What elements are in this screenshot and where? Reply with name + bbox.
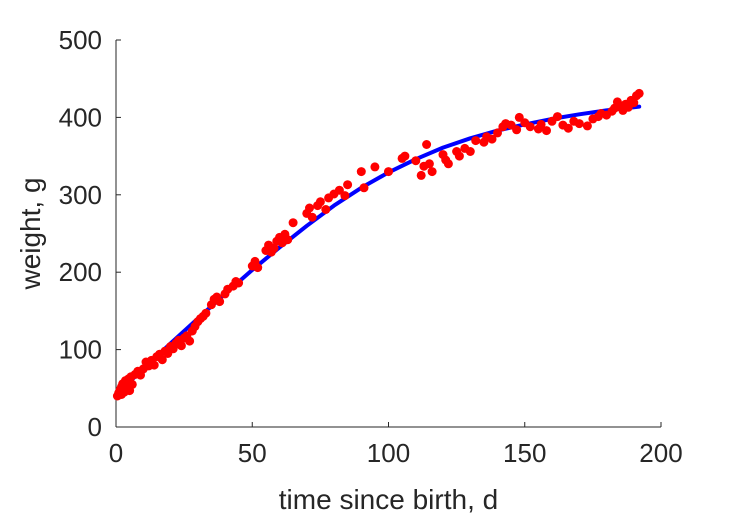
y-tick-label: 100: [59, 335, 102, 365]
data-point: [493, 128, 502, 138]
data-point: [443, 159, 453, 169]
data-point: [149, 360, 159, 370]
data-point: [127, 379, 137, 389]
data-point: [422, 140, 432, 149]
data-point: [321, 205, 331, 214]
data-point: [215, 297, 225, 307]
data-point: [253, 263, 263, 273]
data-point: [356, 167, 366, 177]
data-point: [400, 151, 410, 161]
data-point: [269, 243, 279, 253]
data-point: [157, 355, 167, 365]
x-axis-title: time since birth, d: [279, 484, 498, 515]
data-point: [514, 112, 524, 122]
data-point: [305, 203, 314, 213]
data-point: [340, 191, 350, 201]
y-tick-label: 400: [59, 102, 102, 132]
data-point: [359, 183, 369, 193]
data-point: [288, 218, 298, 228]
data-point: [424, 159, 434, 169]
x-tick-label: 50: [238, 438, 267, 468]
data-point: [384, 167, 393, 177]
data-point: [416, 170, 426, 180]
y-tick-label: 300: [59, 180, 102, 210]
data-point: [465, 147, 475, 156]
data-point: [634, 88, 644, 98]
data-point: [471, 136, 481, 146]
x-tick-label: 0: [109, 438, 123, 468]
x-tick-label: 150: [503, 438, 546, 468]
data-point: [536, 119, 546, 129]
data-point: [307, 212, 317, 222]
data-points-layer: [112, 88, 644, 401]
data-point: [427, 167, 437, 177]
data-point: [629, 98, 639, 108]
x-tick-label: 200: [639, 438, 682, 468]
axes: 0 50 100 150 200 0 100 200 300 400 500: [59, 25, 683, 468]
data-point: [525, 122, 535, 132]
data-point: [582, 121, 592, 131]
data-point: [487, 134, 497, 144]
data-point: [454, 151, 464, 161]
x-tick-label: 100: [367, 438, 410, 468]
data-point: [176, 341, 186, 351]
data-point: [512, 125, 522, 135]
data-point: [370, 162, 380, 172]
data-point: [201, 308, 211, 318]
data-point: [343, 180, 353, 190]
data-point: [334, 185, 344, 195]
data-point: [185, 336, 195, 346]
y-tick-label: 200: [59, 257, 102, 287]
data-point: [283, 235, 293, 245]
fit-curve: [114, 104, 642, 397]
data-point: [234, 278, 244, 288]
y-tick-label: 0: [88, 412, 102, 442]
y-axis-title: weight, g: [15, 177, 46, 290]
data-point: [563, 123, 573, 133]
data-point: [574, 119, 584, 129]
labels-layer: time since birth, d weight, g: [15, 177, 498, 515]
data-point: [542, 126, 551, 136]
data-point: [315, 197, 325, 207]
data-point: [411, 156, 421, 166]
data-point: [553, 112, 562, 122]
fit-line-layer: [114, 104, 642, 397]
y-tick-label: 500: [59, 25, 102, 55]
